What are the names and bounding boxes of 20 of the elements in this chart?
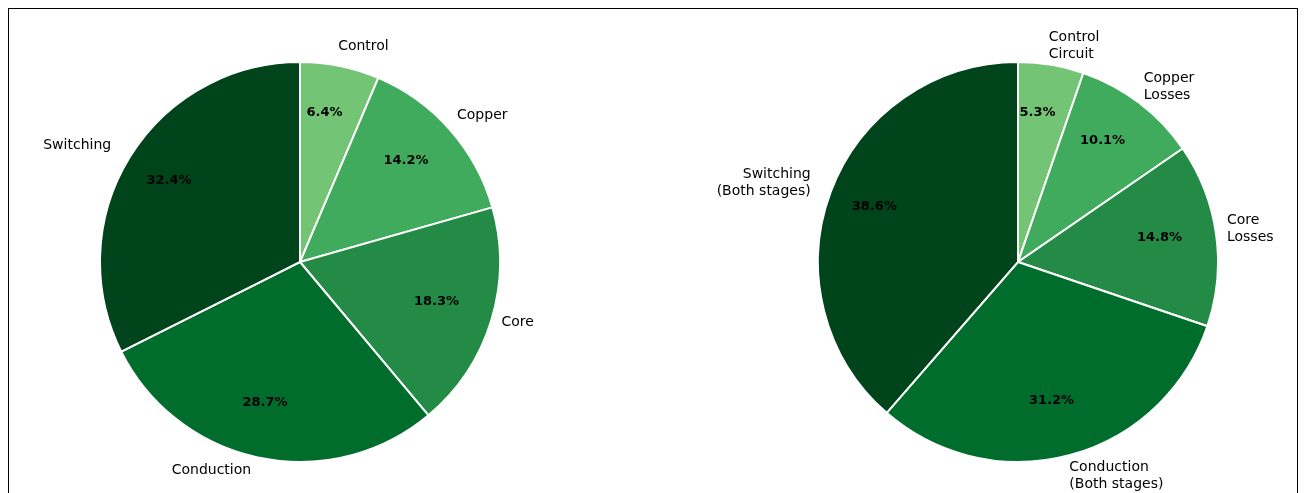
slice-label: Conduction xyxy=(171,460,252,477)
data-label: 31.2% xyxy=(1029,392,1075,408)
slice-label: Conduction (Both stages) xyxy=(1069,457,1164,491)
data-label: 28.7% xyxy=(242,394,288,410)
data-label: 14.8% xyxy=(1137,229,1183,245)
data-label: 14.2% xyxy=(383,151,429,167)
data-label: 38.6% xyxy=(851,197,897,213)
data-label: 32.4% xyxy=(146,171,192,187)
slice-label: Core Losses xyxy=(1226,211,1274,245)
slice-label: Switching (Both stages) xyxy=(716,165,811,199)
data-label: 6.4% xyxy=(306,104,343,120)
slice-label: Copper Losses xyxy=(1143,69,1195,103)
data-label: 10.1% xyxy=(1080,131,1126,147)
slice-label: Control xyxy=(338,37,389,54)
data-label: 18.3% xyxy=(413,293,460,309)
slice-label: Switching xyxy=(43,135,112,152)
slice-label: Control Circuit xyxy=(1048,27,1100,61)
slice-label: Core xyxy=(501,312,534,329)
slice-label: Copper xyxy=(457,106,508,123)
data-label: 5.3% xyxy=(1019,103,1056,119)
